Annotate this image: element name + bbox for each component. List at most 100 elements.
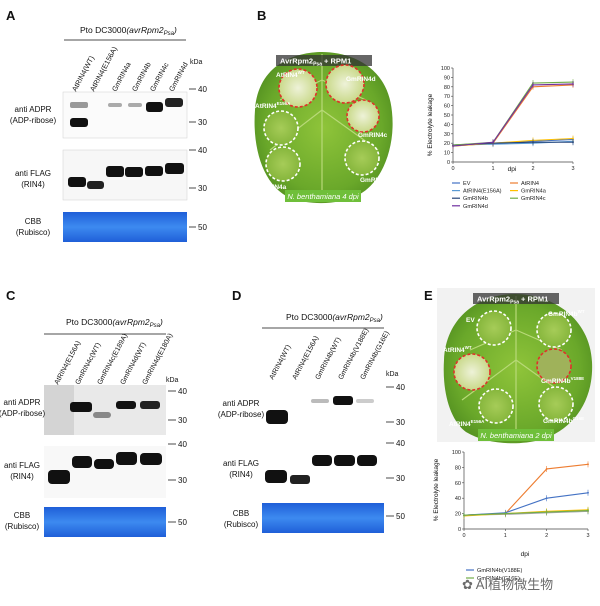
series-line — [452, 84, 574, 147]
leaf-title-bg — [276, 55, 372, 66]
series-line — [463, 463, 589, 516]
legend-entry: GmRIN4b(V188E) — [477, 568, 523, 574]
panel-a-strain: Pto DC3000(avrRpm2Psa) — [80, 25, 177, 37]
blot-band — [311, 399, 329, 403]
blot-band — [93, 412, 111, 418]
blot-band — [290, 475, 310, 484]
chart-b-legend: EV AtRIN4 AtRIN4(E156A) GmRIN4a GmRIN4b GmRIN… — [452, 181, 547, 210]
kda-marker: 40 — [396, 383, 405, 392]
kda-marker: 30 — [198, 184, 207, 193]
panel-c-blot-labels: anti ADPR (ADP-ribose) anti FLAG (RIN4) … — [0, 398, 45, 531]
series-line — [452, 83, 574, 147]
panel-c-markers: 40 30 40 30 50 — [168, 387, 187, 527]
leaf-e-labels: EV GmRIN4bWT AtRIN4WT GmRIN4bV188E AtRIN… — [443, 309, 585, 428]
flag-label: anti FLAG — [223, 459, 259, 468]
leaf-label: GmRIN4bV188E — [541, 376, 584, 385]
data-point — [587, 509, 589, 512]
kda-label: kDa — [386, 371, 399, 378]
y-tick-label: 40 — [455, 496, 461, 502]
kda-marker: 40 — [198, 146, 207, 155]
blot-band — [70, 102, 88, 108]
kda-marker: 40 — [178, 440, 187, 449]
kda-marker: 30 — [178, 416, 187, 425]
kda-marker: 30 — [396, 418, 405, 427]
legend-entry: EV — [463, 181, 471, 187]
leaf-label: GmRIN4c — [358, 132, 388, 139]
data-point — [504, 512, 507, 515]
flag-blot — [262, 444, 384, 494]
kda-marker: 30 — [396, 474, 405, 483]
y-tick-label: 60 — [455, 481, 461, 487]
legend-entry: AtRIN4(E156A) — [463, 189, 502, 195]
legend-entry: AtRIN4 — [521, 181, 539, 187]
leaf-caption-bg — [478, 429, 554, 441]
data-point — [463, 514, 465, 517]
panel-a: A Pto DC3000(avrRpm2Psa) AtRIN4(WT) AtRI… — [6, 8, 207, 242]
flag-label: anti FLAG — [15, 169, 51, 178]
panel-b: B AvrRpm2Psa + RPM1 AtRIN4WT GmRIN4d AtRI… — [250, 8, 575, 210]
marker-ticks — [189, 88, 196, 228]
kda-label: kDa — [166, 377, 179, 384]
panel-a-lane-labels: AtRIN4(WT) AtRIN4(E156A) GmRIN4a GmRIN4b… — [70, 45, 190, 93]
chart-b: 0 10 20 30 40 50 60 70 80 90 100 0 1 2 3 — [441, 66, 575, 172]
x-tick-label: 3 — [571, 166, 574, 172]
y-tick-label: 50 — [444, 113, 450, 119]
data-point — [587, 463, 589, 466]
blot-band — [165, 163, 184, 174]
blot-band — [48, 470, 70, 484]
kda-marker: 40 — [178, 387, 187, 396]
leaf-title-bg — [473, 293, 559, 304]
leaf-caption-bg — [285, 190, 361, 202]
adpr-label: anti ADPR — [223, 399, 260, 408]
panel-b-letter: B — [257, 8, 266, 23]
blot-band — [265, 470, 287, 483]
y-tick-label: 80 — [444, 85, 450, 91]
infiltration-spot — [476, 310, 512, 346]
infiltration-spot — [325, 64, 365, 104]
y-tick-label: 90 — [444, 75, 450, 81]
cbb-label: CBB — [25, 217, 41, 226]
blot-band — [106, 166, 124, 177]
flag-blot — [62, 149, 188, 201]
panel-c: C Pto DC3000(avrRpm2Psa) AtRIN4(E156A) G… — [0, 288, 187, 537]
cbb-label-sub: (Rubisco) — [5, 522, 40, 531]
leaf-label: AtRIN4WT — [276, 70, 305, 79]
panel-c-strain: Pto DC3000(avrRpm2Psa) — [66, 317, 163, 329]
infiltration-spot — [536, 312, 572, 348]
data-point — [532, 84, 534, 86]
blot-band — [312, 455, 332, 466]
lane-label: AtRIN4(WT) — [269, 344, 293, 381]
y-tick-label: 60 — [444, 104, 450, 110]
watermark-text: AI植物微生物 — [475, 577, 554, 592]
flag-label-sub: (RIN4) — [229, 470, 253, 479]
y-tick-label: 0 — [458, 527, 461, 533]
blot-band — [146, 102, 163, 112]
kda-marker: 50 — [396, 512, 405, 521]
x-tick-label: 0 — [451, 166, 454, 172]
kda-marker: 30 — [198, 118, 207, 127]
leaf-label: GmRIN4b — [360, 177, 390, 184]
leaf-label: GmRIN4bWT — [548, 309, 585, 318]
panel-e-letter: E — [424, 288, 433, 303]
y-tick-label: 20 — [444, 141, 450, 147]
panel-d-strain: Pto DC3000(avrRpm2Psa) — [286, 312, 383, 324]
adpr-label-sub: (ADP-ribose) — [218, 410, 265, 419]
adpr-label: anti ADPR — [15, 105, 52, 114]
marker-ticks — [168, 390, 176, 523]
legend-entry: GmRIN4d — [463, 204, 488, 210]
infiltration-spot — [265, 146, 301, 182]
legend-entry: GmRIN4b — [463, 196, 488, 202]
legend-entry: GmRIN4b(G16E) — [477, 576, 520, 582]
cbb-label: CBB — [233, 509, 249, 518]
panel-d-letter: D — [232, 288, 241, 303]
data-point — [492, 141, 494, 144]
y-tick-label: 20 — [455, 512, 461, 518]
leaf-label: EV — [466, 317, 475, 324]
y-tick-label: 10 — [444, 151, 450, 157]
x-tick-label: 1 — [504, 533, 507, 539]
chart-e: 0 20 40 60 80 100 0 1 2 3 — [452, 450, 590, 539]
kda-marker: 50 — [198, 223, 207, 232]
panel-d: D Pto DC3000(avrRpm2Psa) AtRIN4(WT) AtRI… — [218, 288, 405, 533]
infiltration-spot — [344, 140, 380, 176]
leaf-caption: N. benthamiana 4 dpi — [287, 192, 359, 201]
